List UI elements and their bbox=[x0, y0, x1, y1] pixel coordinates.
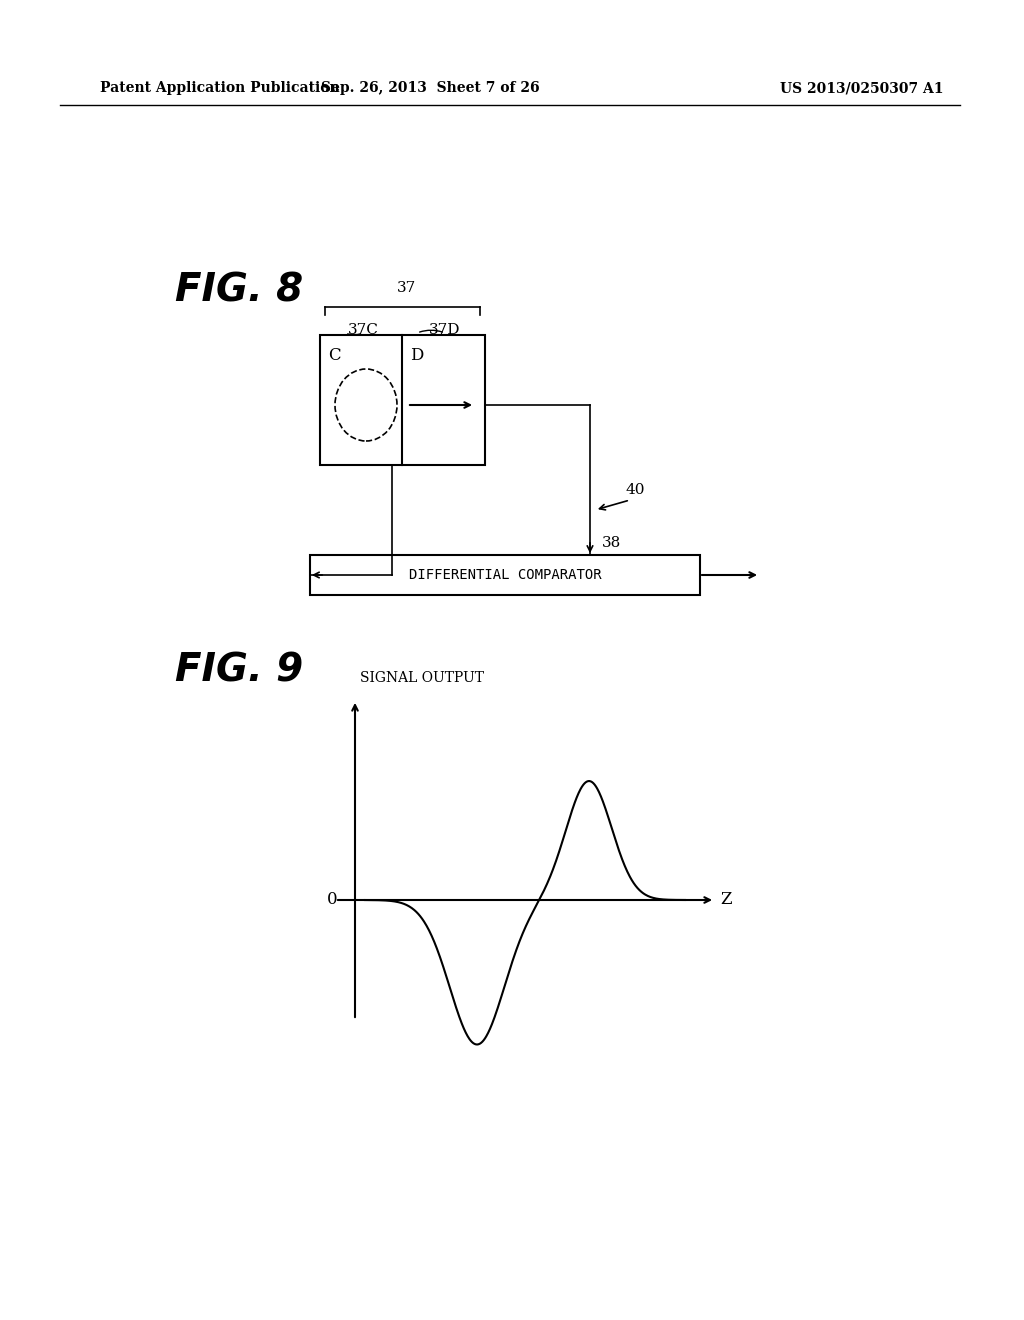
Bar bbox=[319, 335, 485, 465]
Bar bbox=[310, 554, 700, 595]
Text: Sep. 26, 2013  Sheet 7 of 26: Sep. 26, 2013 Sheet 7 of 26 bbox=[321, 81, 540, 95]
Text: C: C bbox=[328, 347, 341, 364]
Text: 37: 37 bbox=[397, 281, 417, 294]
Text: SIGNAL OUTPUT: SIGNAL OUTPUT bbox=[360, 671, 484, 685]
Text: DIFFERENTIAL COMPARATOR: DIFFERENTIAL COMPARATOR bbox=[409, 568, 601, 582]
Text: US 2013/0250307 A1: US 2013/0250307 A1 bbox=[780, 81, 943, 95]
Text: D: D bbox=[410, 347, 423, 364]
Text: 38: 38 bbox=[602, 536, 622, 550]
Text: 37C: 37C bbox=[347, 323, 379, 337]
Text: 0: 0 bbox=[327, 891, 337, 908]
Text: 40: 40 bbox=[625, 483, 644, 498]
Text: Patent Application Publication: Patent Application Publication bbox=[100, 81, 340, 95]
Text: Z: Z bbox=[720, 891, 731, 908]
Text: 37D: 37D bbox=[429, 323, 461, 337]
Text: FIG. 9: FIG. 9 bbox=[175, 651, 303, 689]
Text: FIG. 8: FIG. 8 bbox=[175, 271, 303, 309]
